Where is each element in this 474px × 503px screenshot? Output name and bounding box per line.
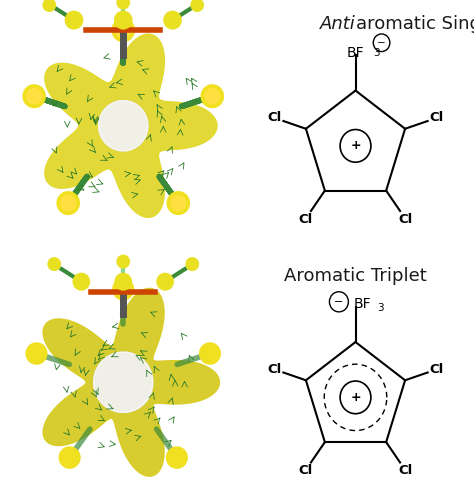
Circle shape: [171, 196, 186, 211]
Circle shape: [73, 274, 90, 290]
Polygon shape: [94, 352, 153, 412]
Circle shape: [157, 274, 173, 290]
Text: +: +: [350, 391, 361, 404]
Text: Cl: Cl: [399, 213, 413, 226]
Circle shape: [115, 274, 131, 290]
Circle shape: [117, 0, 129, 9]
Circle shape: [205, 89, 220, 104]
Circle shape: [59, 447, 80, 468]
Circle shape: [115, 12, 132, 29]
Text: Cl: Cl: [298, 464, 312, 477]
Circle shape: [167, 192, 190, 214]
Text: BF: BF: [346, 46, 365, 60]
Polygon shape: [45, 34, 217, 217]
Circle shape: [186, 258, 199, 271]
Circle shape: [164, 12, 181, 29]
Circle shape: [112, 19, 134, 42]
Polygon shape: [45, 34, 217, 217]
Polygon shape: [43, 288, 219, 476]
Text: +: +: [350, 139, 361, 152]
Polygon shape: [99, 101, 148, 151]
Text: Cl: Cl: [298, 213, 312, 226]
Text: Cl: Cl: [429, 363, 444, 376]
Circle shape: [27, 89, 42, 104]
Circle shape: [201, 85, 223, 108]
Text: Cl: Cl: [399, 464, 413, 477]
Text: −: −: [377, 38, 386, 48]
Text: Anti: Anti: [320, 15, 356, 33]
Circle shape: [26, 343, 47, 364]
Circle shape: [65, 12, 82, 29]
Circle shape: [61, 196, 75, 211]
Circle shape: [191, 0, 203, 12]
Circle shape: [116, 23, 131, 38]
Text: BF: BF: [353, 297, 371, 311]
Text: 3: 3: [377, 303, 383, 313]
Circle shape: [48, 258, 60, 271]
Text: aromatic Singlet: aromatic Singlet: [356, 15, 474, 33]
Text: Cl: Cl: [267, 363, 282, 376]
Text: Cl: Cl: [429, 111, 444, 124]
Polygon shape: [99, 101, 148, 151]
Text: 3: 3: [373, 48, 380, 58]
Circle shape: [117, 256, 129, 268]
Text: Aromatic Triplet: Aromatic Triplet: [284, 267, 427, 285]
Circle shape: [23, 85, 45, 108]
Circle shape: [43, 0, 55, 12]
Circle shape: [166, 447, 187, 468]
Circle shape: [200, 343, 220, 364]
Polygon shape: [94, 352, 153, 412]
Circle shape: [57, 192, 79, 214]
Circle shape: [113, 279, 134, 300]
Text: Cl: Cl: [267, 111, 282, 124]
Polygon shape: [43, 288, 219, 476]
Text: −: −: [334, 297, 344, 307]
